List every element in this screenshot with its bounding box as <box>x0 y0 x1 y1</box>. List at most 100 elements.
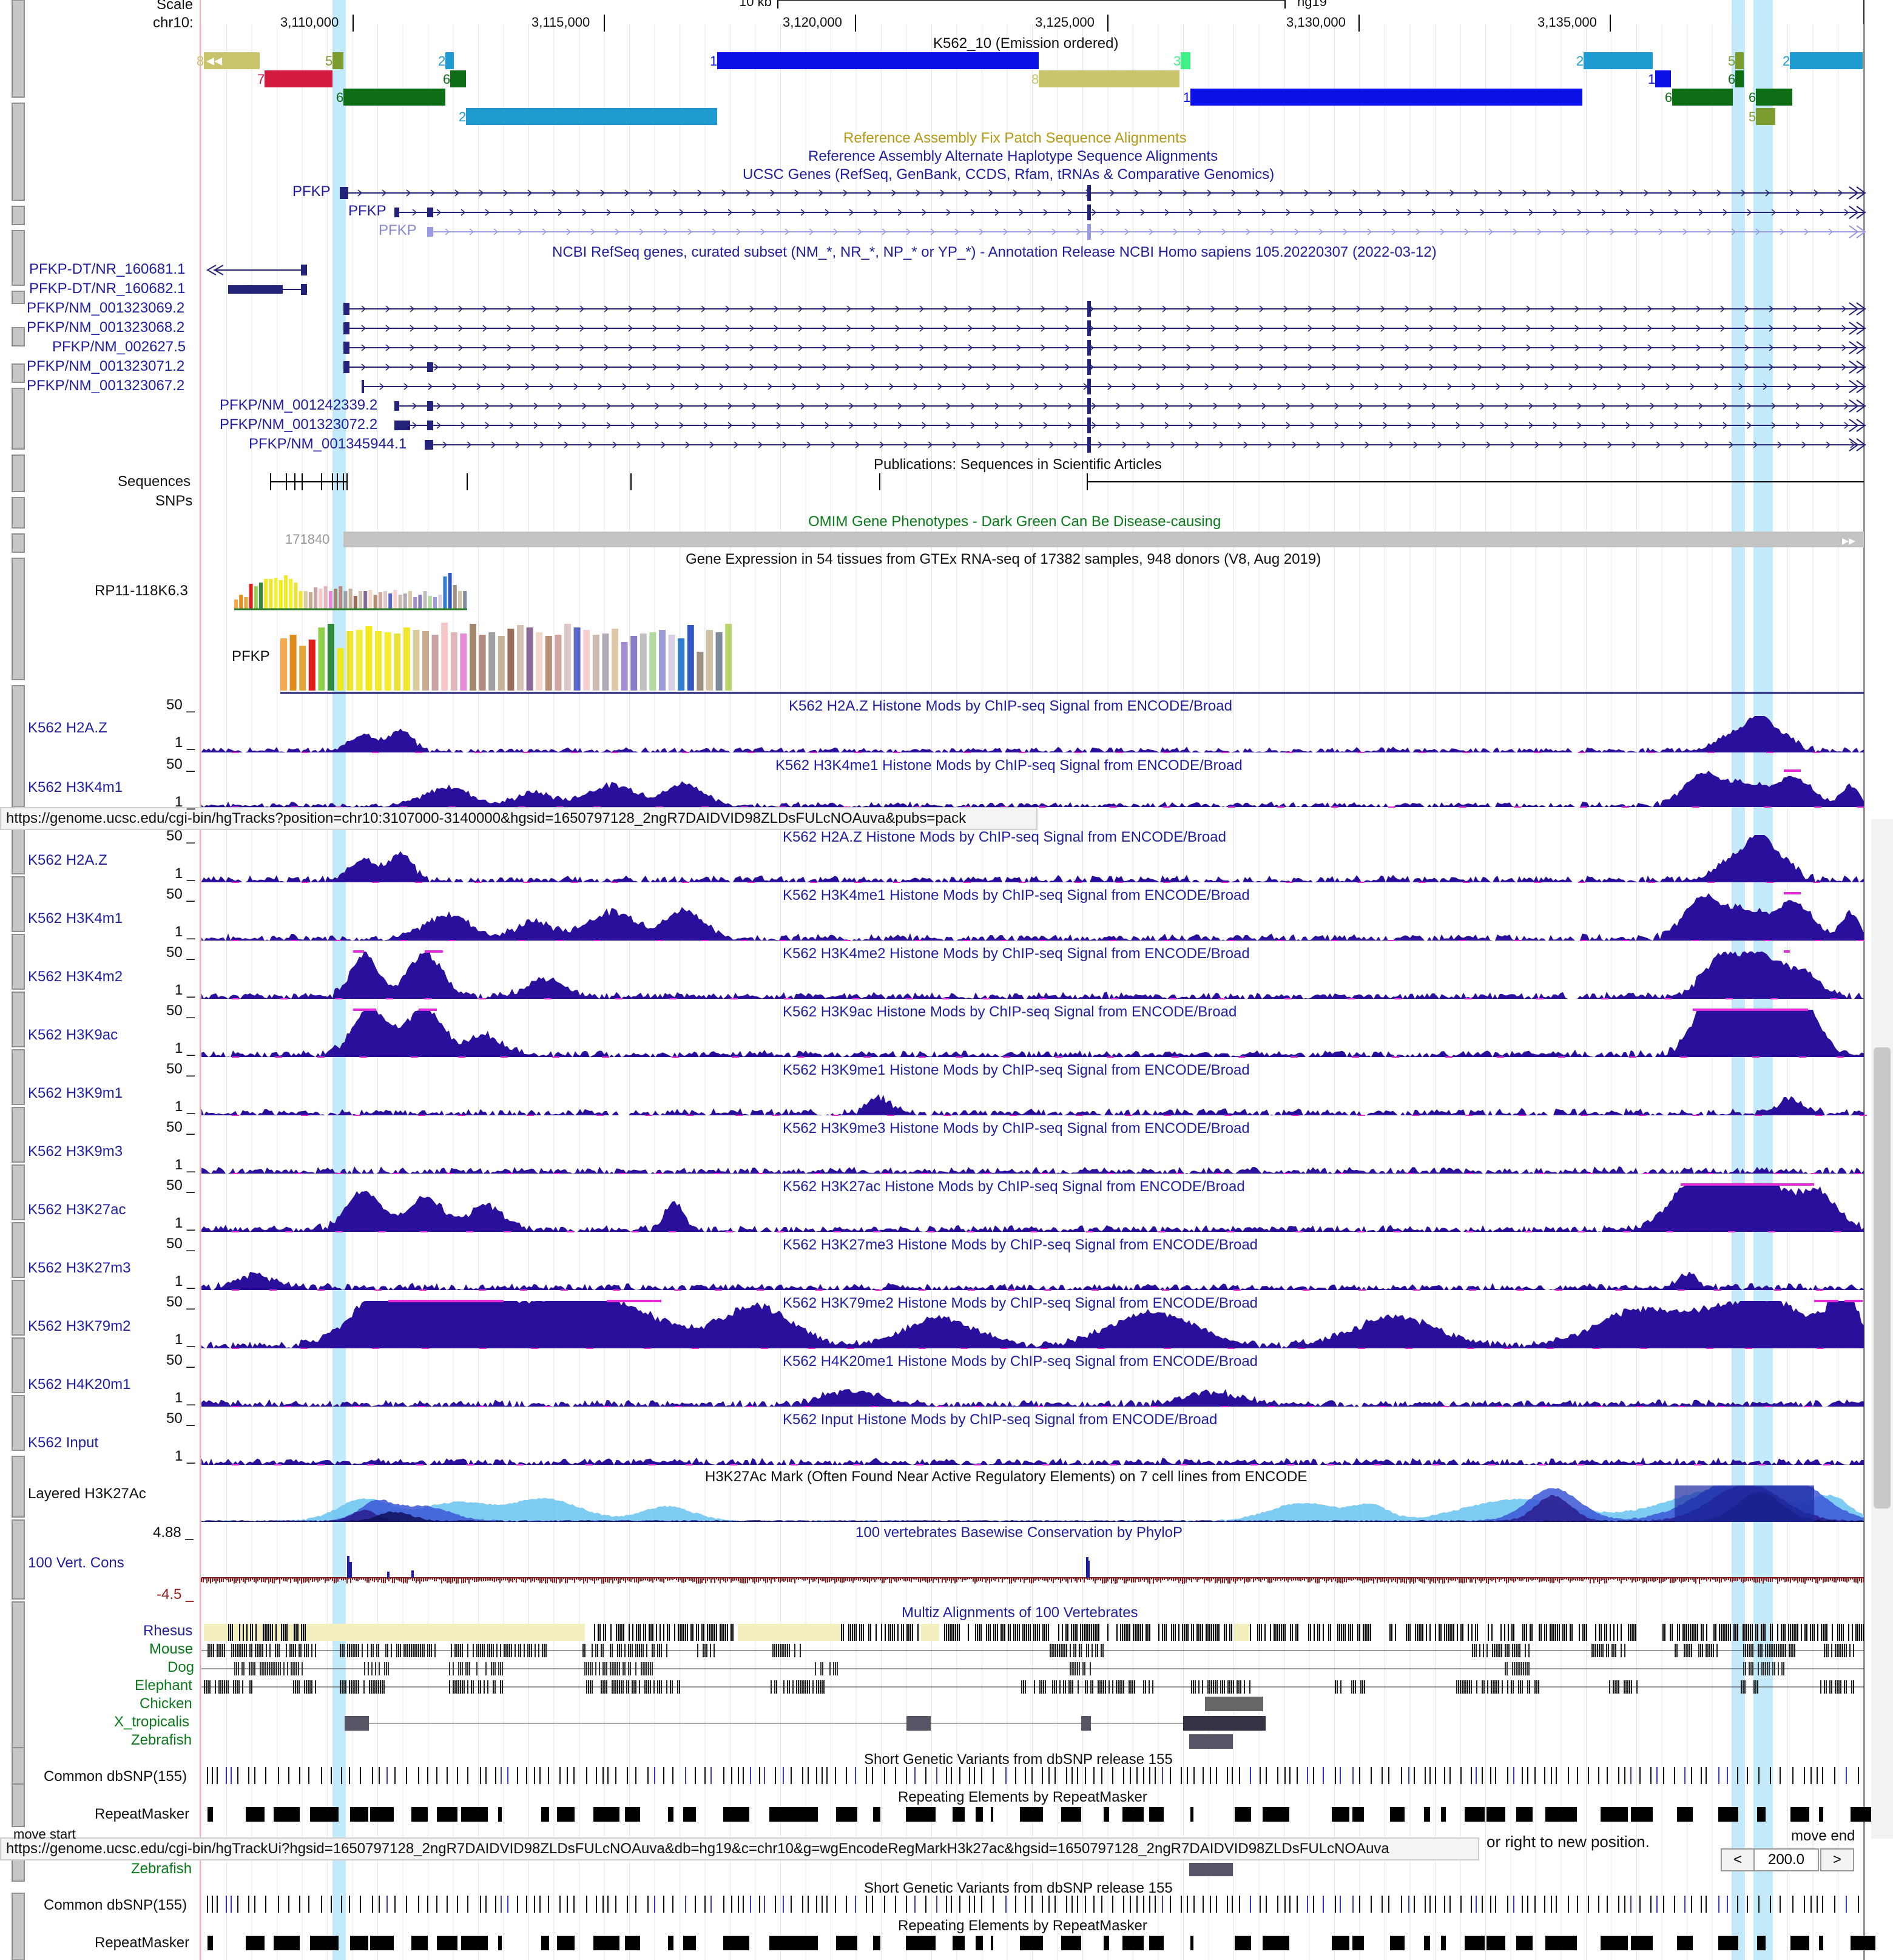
refseq-gene-label[interactable]: PFKP/NM_001323068.2 <box>27 319 185 336</box>
track-drag-handle[interactable] <box>12 206 25 225</box>
strand-arrow <box>871 344 876 351</box>
track-drag-handle[interactable] <box>12 558 25 680</box>
multiz-block <box>1625 1680 1627 1694</box>
multiz-block <box>1314 1624 1315 1641</box>
track-drag-handle[interactable] <box>12 685 25 808</box>
histone-track-label[interactable]: K562 H3K27m3 <box>28 1260 131 1276</box>
rmsk-label[interactable]: RepeatMasker <box>95 1806 190 1822</box>
refseq-gene-label[interactable]: PFKP-DT/NR_160681.1 <box>29 261 186 277</box>
phylop-min: -4.5 _ <box>157 1586 194 1603</box>
gtex-gene-label[interactable]: PFKP <box>232 648 270 664</box>
track-drag-handle[interactable] <box>12 0 25 98</box>
track-drag-handle[interactable] <box>12 363 25 383</box>
strand-arrow <box>871 305 876 313</box>
repeat-element <box>1286 1807 1289 1822</box>
multiz-block <box>1071 1662 1073 1675</box>
histone-track-label[interactable]: K562 H3K9m1 <box>28 1085 123 1101</box>
multiz-block <box>794 1644 795 1657</box>
track-drag-handle[interactable] <box>12 1856 25 1882</box>
histone-track-label[interactable]: K562 H3K9m3 <box>28 1143 123 1160</box>
track-drag-handle[interactable] <box>12 388 25 450</box>
track-drag-handle[interactable] <box>12 455 25 492</box>
track-drag-handle[interactable] <box>12 876 25 932</box>
strand-arrow <box>1186 305 1192 313</box>
track-drag-handle[interactable] <box>12 1222 25 1278</box>
track-drag-handle[interactable] <box>12 103 25 201</box>
signal-area <box>201 1388 1864 1407</box>
track-drag-handle[interactable] <box>12 1280 25 1336</box>
strand-arrow <box>1210 363 1216 371</box>
multiz-block <box>1352 1624 1353 1641</box>
refseq-gene-label[interactable]: PFKP/NM_002627.5 <box>52 339 186 355</box>
gene-label[interactable]: PFKP <box>292 183 331 200</box>
multiz-gap <box>204 1624 585 1641</box>
refseq-gene-label[interactable]: PFKP-DT/NR_160682.1 <box>29 280 186 297</box>
multiz-block <box>1189 1734 1233 1749</box>
refseq-gene-label[interactable]: PFKP/NM_001323069.2 <box>27 300 185 316</box>
refseq-gene-label[interactable]: PFKP/NM_001323067.2 <box>27 377 185 394</box>
strand-arrow <box>1334 402 1340 410</box>
repeat-element <box>1851 1936 1875 1950</box>
histone-track-label[interactable]: K562 H4K20m1 <box>28 1376 131 1393</box>
vertical-scrollbar[interactable] <box>1871 819 1893 1839</box>
gene-label[interactable]: PFKP <box>348 203 386 219</box>
refseq-gene-label[interactable]: PFKP/NM_001323072.2 <box>220 416 378 433</box>
histone-track-label[interactable]: K562 H3K4m1 <box>28 779 123 796</box>
gtex-gene-label[interactable]: RP11-118K6.3 <box>95 583 188 599</box>
dbsnp-label[interactable]: Common dbSNP(155) <box>44 1897 187 1913</box>
track-drag-handle[interactable] <box>12 1337 25 1393</box>
repeat-element <box>1332 1936 1349 1950</box>
histone-track-label[interactable]: K562 Input <box>28 1435 99 1451</box>
track-drag-handle[interactable] <box>12 1049 25 1105</box>
strand-arrow <box>509 209 515 216</box>
track-drag-handle[interactable] <box>12 934 25 990</box>
strand-arrow <box>1016 363 1022 371</box>
move-left-button[interactable]: < <box>1721 1848 1755 1871</box>
histone-track-label[interactable]: K562 H3K79m2 <box>28 1318 131 1334</box>
track-drag-handle[interactable] <box>12 1747 25 1785</box>
track-drag-handle[interactable] <box>12 327 25 346</box>
multiz-block <box>789 1680 790 1694</box>
track-drag-handle[interactable] <box>12 1601 25 1748</box>
histone-track-label[interactable]: K562 H3K27ac <box>28 1201 126 1218</box>
histone-track-label[interactable]: K562 H3K4m2 <box>28 968 123 985</box>
track-drag-handle[interactable] <box>12 230 25 286</box>
move-right-button[interactable]: > <box>1820 1848 1854 1871</box>
strand-arrow <box>385 325 391 332</box>
track-drag-handle[interactable] <box>12 533 25 553</box>
multiz-block <box>968 1624 969 1641</box>
track-drag-handle[interactable] <box>12 497 25 529</box>
refseq-gene-label[interactable]: PFKP/NM_001242339.2 <box>220 397 378 413</box>
track-drag-handle[interactable] <box>12 1893 25 1960</box>
track-drag-handle[interactable] <box>12 1519 25 1600</box>
rmsk-label[interactable]: RepeatMasker <box>95 1935 190 1951</box>
gene-exon <box>427 208 433 217</box>
strand-arrow <box>919 325 925 332</box>
multiz-block <box>1823 1624 1824 1641</box>
track-drag-handle[interactable] <box>12 992 25 1047</box>
strand-arrow <box>1356 363 1362 371</box>
histone-track-label[interactable]: K562 H3K4m1 <box>28 910 123 927</box>
track-drag-handle[interactable] <box>12 291 25 304</box>
move-amount-input[interactable]: 200.0 <box>1753 1848 1819 1871</box>
scrollbar-thumb[interactable] <box>1874 1047 1891 1509</box>
omim-id[interactable]: 171840 <box>285 532 330 547</box>
phylop-label[interactable]: 100 Vert. Cons <box>28 1555 124 1571</box>
layered-label[interactable]: Layered H3K27Ac <box>28 1485 146 1502</box>
track-drag-handle[interactable] <box>12 1107 25 1163</box>
track-drag-handle[interactable] <box>12 1395 25 1451</box>
histone-track-label[interactable]: K562 H2A.Z <box>28 720 107 736</box>
refseq-gene-label[interactable]: PFKP/NM_001323071.2 <box>27 358 185 374</box>
repeat-element <box>1352 1807 1364 1822</box>
multiz-block <box>1460 1680 1461 1694</box>
track-drag-handle[interactable] <box>12 1456 25 1518</box>
histone-track-label[interactable]: K562 H3K9ac <box>28 1027 118 1043</box>
track-drag-handle[interactable] <box>12 1164 25 1220</box>
dbsnp-label[interactable]: Common dbSNP(155) <box>44 1768 187 1785</box>
refseq-gene-label[interactable]: PFKP/NM_001345944.1 <box>249 436 407 452</box>
track-drag-handle[interactable] <box>12 1783 25 1827</box>
multiz-block <box>1518 1680 1519 1694</box>
gene-label[interactable]: PFKP <box>379 222 417 238</box>
histone-track-label[interactable]: K562 H2A.Z <box>28 852 107 868</box>
